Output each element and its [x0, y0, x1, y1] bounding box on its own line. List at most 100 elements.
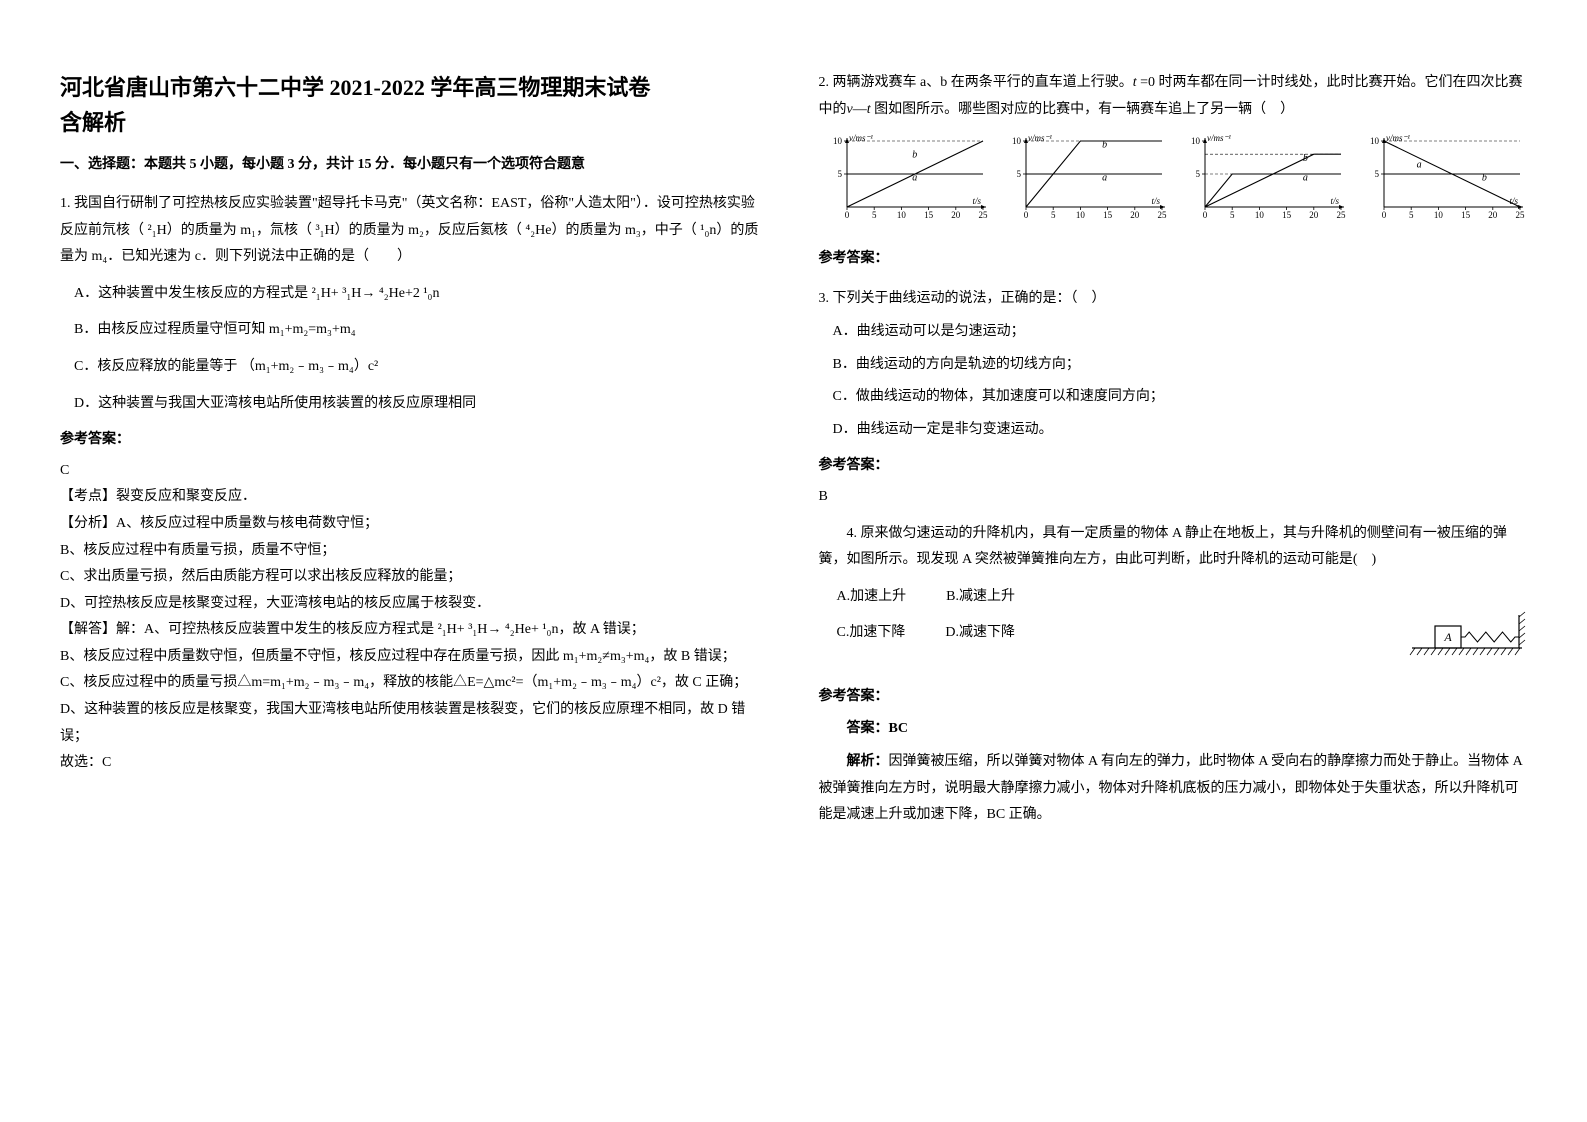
vt-chart-wrapper-1: 0510152025510t/sv/ms⁻¹ba [819, 133, 990, 234]
svg-text:v/ms⁻¹: v/ms⁻¹ [1386, 133, 1410, 143]
svg-text:v/ms⁻¹: v/ms⁻¹ [849, 133, 873, 143]
q4-option-d: D.减速下降 [945, 620, 1015, 647]
q3-stem: 3. 下列关于曲线运动的说法，正确的是：（ ） [819, 286, 1528, 313]
title-line-2: 含解析 [60, 110, 126, 135]
svg-text:b: b [1102, 140, 1107, 151]
svg-text:0: 0 [1203, 210, 1208, 220]
question-4: 4. 原来做匀速运动的升降机内，具有一定质量的物体 A 静止在地板上，其与升降机… [819, 521, 1528, 574]
svg-text:20: 20 [1130, 210, 1140, 220]
q2-stem-c: 图如图所示。哪些图对应的比赛中，有一辆赛车追上了另一辆（ ） [874, 102, 1294, 117]
q3-answer-letter: B [819, 484, 1528, 511]
svg-text:5: 5 [1409, 210, 1414, 220]
svg-text:0: 0 [844, 210, 849, 220]
left-column: 河北省唐山市第六十二中学 2021-2022 学年高三物理期末试卷 含解析 一、… [60, 70, 769, 829]
q1-solution-1: 【解答】解：A、可控热核反应装置中发生的核反应方程式是 ²₁H+ ³₁H→ ⁴₂… [60, 617, 769, 644]
svg-text:b: b [1303, 153, 1308, 164]
vt-chart-2: 0 5 10 15 20 25 5 10 t/s v/ms⁻¹ b a [998, 133, 1168, 223]
svg-text:b: b [912, 150, 917, 161]
svg-text:a: a [912, 173, 917, 184]
q4-answer-head: 答案：BC [819, 716, 1528, 743]
svg-text:v/ms⁻¹: v/ms⁻¹ [1028, 133, 1052, 143]
svg-text:20: 20 [1309, 210, 1319, 220]
svg-text:10: 10 [833, 136, 843, 146]
svg-text:v/ms⁻¹: v/ms⁻¹ [1207, 133, 1231, 143]
vt-chart-1: 0510152025510t/sv/ms⁻¹ba [819, 133, 989, 223]
q1-option-c: C．核反应释放的能量等于 （m₁+m₂﹣m₃﹣m₄）c² [74, 354, 769, 381]
svg-text:t/s: t/s [1330, 196, 1339, 206]
question-3: 3. 下列关于曲线运动的说法，正确的是：（ ） A．曲线运动可以是匀速运动； B… [819, 286, 1528, 443]
exam-title: 河北省唐山市第六十二中学 2021-2022 学年高三物理期末试卷 含解析 [60, 70, 769, 140]
q1-solution-2: B、核反应过程中质量数守恒，但质量不守恒，核反应过程中存在质量亏损，因此 m₁+… [60, 644, 769, 671]
question-2: 2. 两辆游戏赛车 a、b 在两条平行的直车道上行驶。t =0 时两车都在同一计… [819, 70, 1528, 123]
q3-option-b: B．曲线运动的方向是轨迹的切线方向； [833, 352, 1528, 379]
svg-text:t/s: t/s [1151, 196, 1160, 206]
svg-text:0: 0 [1023, 210, 1028, 220]
svg-text:b: b [1482, 173, 1487, 184]
svg-text:a: a [1417, 160, 1422, 171]
q1-stem: 1. 我国自行研制了可控热核反应实验装置"超导托卡马克"（英文名称：EAST，俗… [60, 191, 769, 271]
q2-charts: 0510152025510t/sv/ms⁻¹ba0510152025510t/s… [819, 133, 1528, 234]
svg-text:5: 5 [1195, 169, 1200, 179]
svg-text:5: 5 [1016, 169, 1021, 179]
svg-text:20: 20 [951, 210, 961, 220]
svg-text:25: 25 [1157, 210, 1167, 220]
q1-option-d: D．这种装置与我国大亚湾核电站所使用核装置的核反应原理相同 [74, 391, 769, 418]
elevator-svg: A [1407, 593, 1527, 663]
q1-answer-letter: C [60, 458, 769, 485]
vt-chart-4: 0510152025510t/sv/ms⁻¹ab [1356, 133, 1526, 223]
q1-kaodian: 【考点】裂变反应和聚变反应． [60, 484, 769, 511]
q3-answer-label: 参考答案： [819, 453, 1528, 480]
svg-text:10: 10 [1191, 136, 1201, 146]
q1-solution-4: D、这种装置的核反应是核聚变，我国大亚湾核电站所使用核装置是核裂变，它们的核反应… [60, 697, 769, 750]
q4-option-b: B.减速上升 [946, 584, 1015, 611]
svg-text:5: 5 [837, 169, 842, 179]
svg-text:25: 25 [978, 210, 988, 220]
svg-text:15: 15 [1282, 210, 1292, 220]
svg-text:25: 25 [1515, 210, 1525, 220]
vt-chart-wrapper-4: 0510152025510t/sv/ms⁻¹ab [1356, 133, 1527, 234]
svg-text:0: 0 [1382, 210, 1387, 220]
svg-text:10: 10 [1434, 210, 1444, 220]
q1-analysis-2: B、核反应过程中有质量亏损，质量不守恒； [60, 538, 769, 565]
q1-answer-label: 参考答案： [60, 427, 769, 454]
svg-text:a: a [1102, 173, 1107, 184]
q1-solution-5: 故选：C [60, 750, 769, 777]
q2-answer-label: 参考答案： [819, 246, 1528, 273]
q4-stem: 4. 原来做匀速运动的升降机内，具有一定质量的物体 A 静止在地板上，其与升降机… [819, 526, 1507, 568]
svg-text:15: 15 [1461, 210, 1471, 220]
q1-option-b: B．由核反应过程质量守恒可知 m₁+m₂=m₃+m₄ [74, 317, 769, 344]
svg-text:10: 10 [1370, 136, 1380, 146]
q3-option-a: A．曲线运动可以是匀速运动； [833, 319, 1528, 346]
svg-text:a: a [1303, 173, 1308, 184]
q1-analysis-4: D、可控热核反应是核聚变过程，大亚湾核电站的核反应属于核裂变． [60, 591, 769, 618]
svg-text:10: 10 [896, 210, 906, 220]
svg-text:20: 20 [1488, 210, 1498, 220]
q4-explanation: 解析：因弹簧被压缩，所以弹簧对物体 A 有向左的弹力，此时物体 A 受向右的静摩… [819, 749, 1528, 829]
title-line-1: 河北省唐山市第六十二中学 2021-2022 学年高三物理期末试卷 [60, 75, 650, 100]
svg-text:15: 15 [1103, 210, 1113, 220]
vt-chart-3: 0 5 10 15 20 25 5 10 t/s v/ms⁻¹ ab [1177, 133, 1347, 223]
q1-analysis-1: 【分析】A、核反应过程中质量数与核电荷数守恒； [60, 511, 769, 538]
svg-text:5: 5 [1374, 169, 1379, 179]
q1-solution-3: C、核反应过程中的质量亏损△m=m₁+m₂﹣m₃﹣m₄，释放的核能△E=△mc²… [60, 670, 769, 697]
section-1-heading: 一、选择题：本题共 5 小题，每小题 3 分，共计 15 分．每小题只有一个选项… [60, 152, 769, 179]
q2-stem-a: 2. 两辆游戏赛车 a、b 在两条平行的直车道上行驶。 [819, 75, 1133, 90]
svg-text:A: A [1443, 630, 1452, 644]
svg-text:15: 15 [924, 210, 934, 220]
question-1: 1. 我国自行研制了可控热核反应实验装置"超导托卡马克"（英文名称：EAST，俗… [60, 191, 769, 417]
svg-text:5: 5 [1051, 210, 1056, 220]
q4-figure: A [1407, 593, 1527, 674]
q1-analysis-3: C、求出质量亏损，然后由质能方程可以求出核反应释放的能量； [60, 564, 769, 591]
svg-text:t/s: t/s [972, 196, 981, 206]
q4-option-a: A.加速上升 [837, 584, 907, 611]
vt-chart-wrapper-2: 0 5 10 15 20 25 5 10 t/s v/ms⁻¹ b a [998, 133, 1169, 234]
svg-text:25: 25 [1336, 210, 1346, 220]
q4-answer-label: 参考答案： [819, 684, 1528, 711]
right-column: 2. 两辆游戏赛车 a、b 在两条平行的直车道上行驶。t =0 时两车都在同一计… [819, 70, 1528, 829]
q1-answer: C 【考点】裂变反应和聚变反应． 【分析】A、核反应过程中质量数与核电荷数守恒；… [60, 458, 769, 777]
q1-option-a: A．这种装置中发生核反应的方程式是 ²₁H+ ³₁H→ ⁴₂He+2 ¹₀n [74, 281, 769, 308]
svg-text:10: 10 [1076, 210, 1086, 220]
svg-text:10: 10 [1255, 210, 1265, 220]
svg-text:10: 10 [1012, 136, 1022, 146]
svg-text:5: 5 [1230, 210, 1235, 220]
